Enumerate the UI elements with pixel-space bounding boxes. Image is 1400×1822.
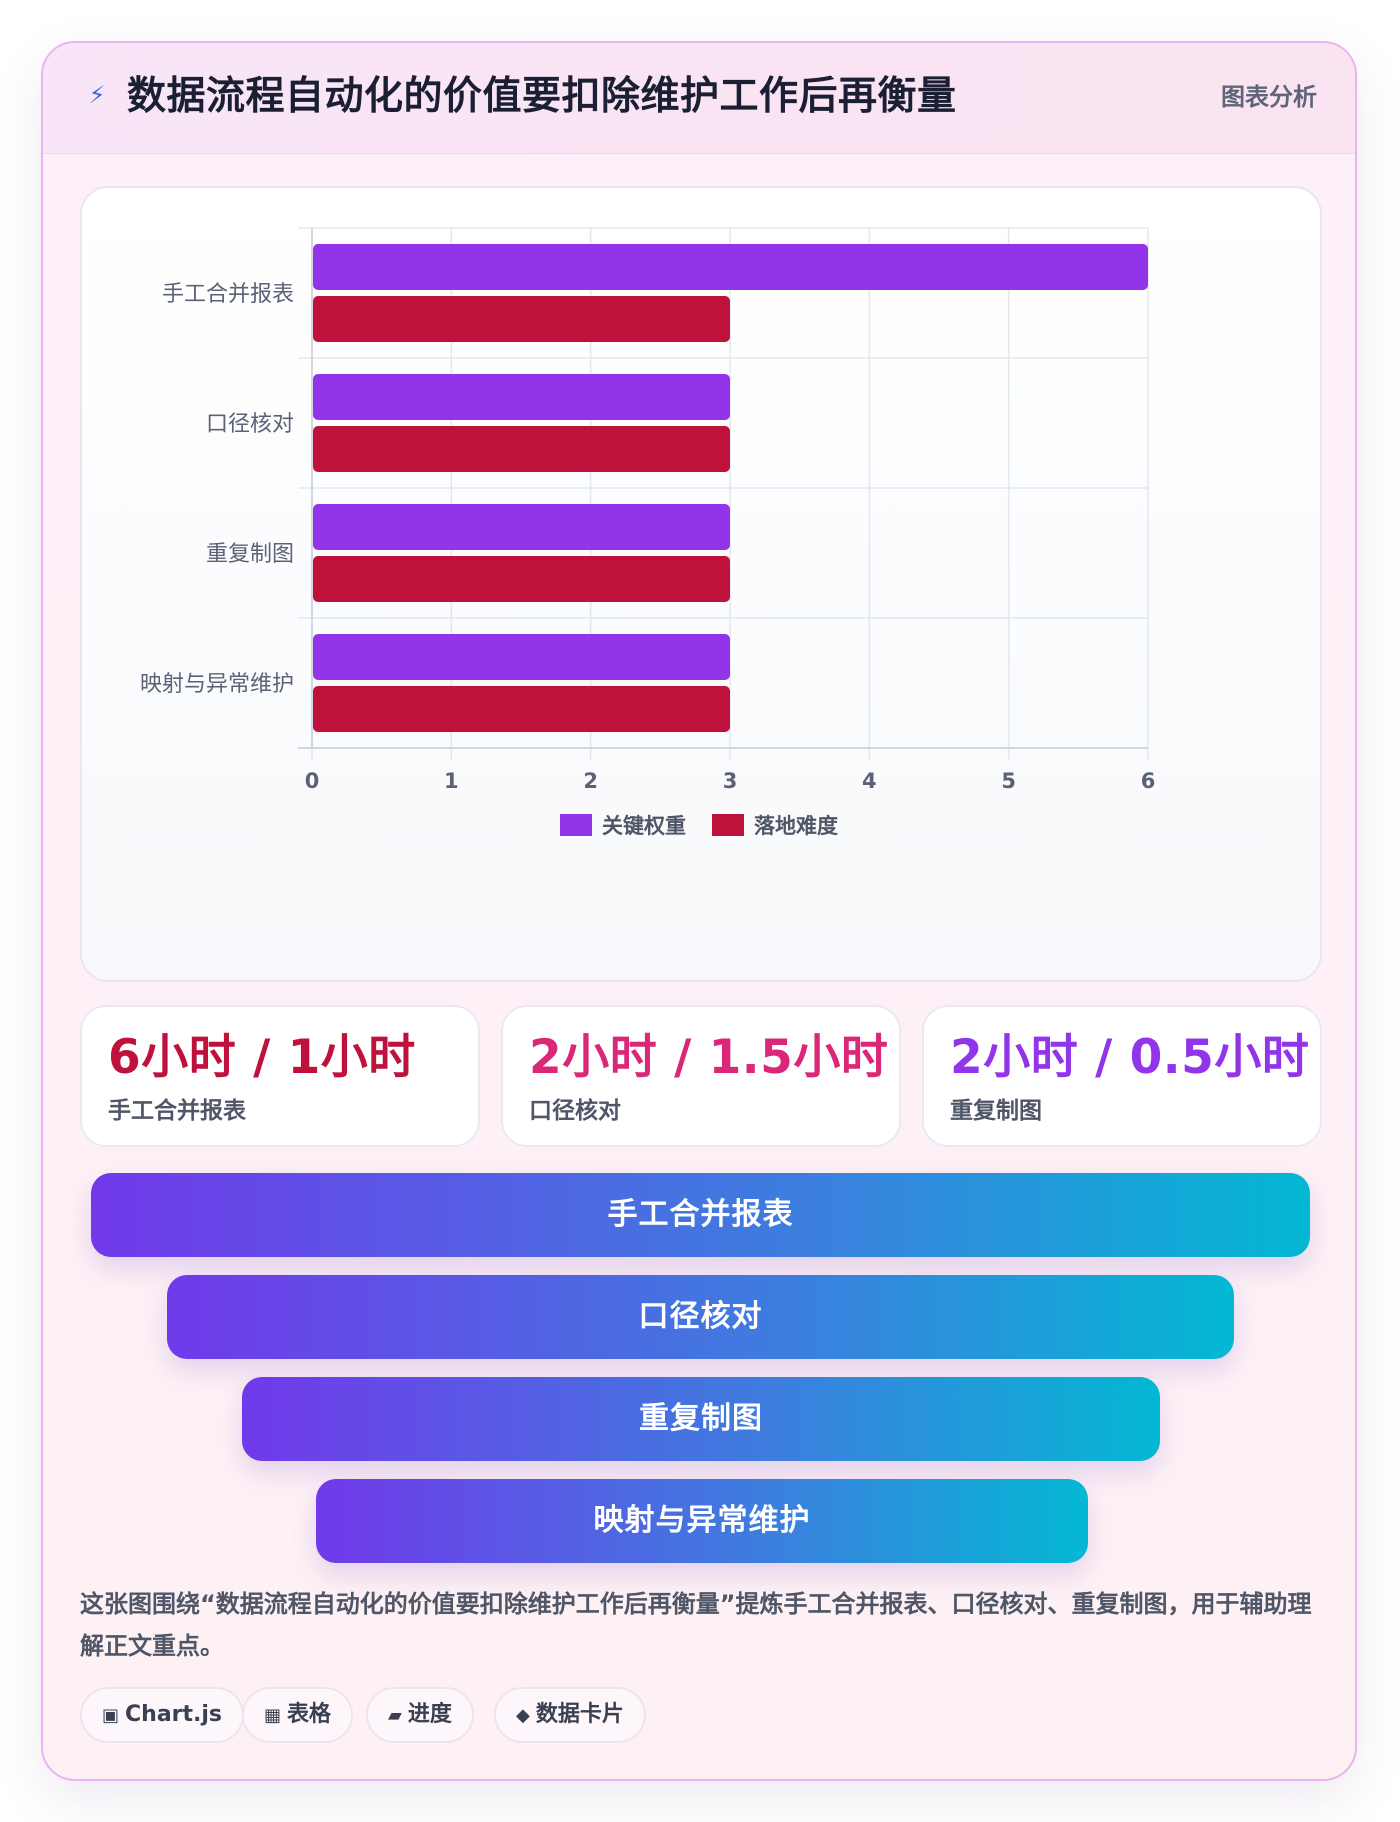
tag-progress[interactable]: ▰ 进度: [366, 1687, 474, 1743]
lightning-icon: ⚡: [88, 81, 106, 109]
x-tick-label: 3: [723, 769, 738, 793]
funnel-step-3: 重复制图: [242, 1377, 1160, 1461]
stat-card-2: 2小时 / 1.5小时 口径核对: [501, 1005, 901, 1147]
y-tick-label: 重复制图: [206, 542, 294, 567]
legend-label-1: 关键权重: [602, 814, 686, 838]
x-tick-label: 2: [583, 769, 598, 793]
legend-swatch-1: [560, 814, 592, 836]
table-icon: ▦: [264, 1705, 282, 1726]
stat-card-1: 6小时 / 1小时 手工合并报表: [80, 1005, 480, 1147]
stat-value: 6小时 / 1小时: [108, 1030, 416, 1085]
stat-label: 口径核对: [529, 1098, 621, 1124]
tag-chartjs[interactable]: ▣ Chart.js: [80, 1687, 245, 1743]
x-tick-label: 0: [305, 769, 320, 793]
bar-2-4: [313, 686, 730, 732]
tag-label: 表格: [287, 1702, 332, 1727]
x-tick-label: 1: [444, 769, 459, 793]
tag-table[interactable]: ▦ 表格: [242, 1687, 354, 1743]
stat-label: 手工合并报表: [108, 1098, 246, 1124]
y-tick-label: 手工合并报表: [162, 282, 294, 307]
page-title: 数据流程自动化的价值要扣除维护工作后再衡量: [127, 74, 957, 119]
progress-icon: ▰: [388, 1705, 402, 1726]
bar-1-1: [313, 244, 1148, 290]
chart-analysis-badge: 图表分析: [1221, 83, 1317, 111]
tag-label: 数据卡片: [535, 1702, 624, 1727]
legend-label-2: 落地难度: [754, 814, 838, 838]
stat-value: 2小时 / 0.5小时: [950, 1030, 1310, 1085]
bar-chart-panel: 手工合并报表口径核对重复制图映射与异常维护 0 1 2 3 4 5 6 关键权重 落地难度: [80, 186, 1322, 982]
tag-label: 进度: [407, 1702, 452, 1727]
funnel-step-2: 口径核对: [167, 1275, 1234, 1359]
chip-icon: ▣: [102, 1705, 120, 1726]
card-header: ⚡ 数据流程自动化的价值要扣除维护工作后再衡量 图表分析: [43, 43, 1355, 154]
bar-2-1: [313, 296, 730, 342]
diamond-icon: ◆: [516, 1705, 530, 1726]
tag-data-card[interactable]: ◆ 数据卡片: [494, 1687, 646, 1743]
funnel-step-1: 手工合并报表: [91, 1173, 1310, 1257]
bar-1-2: [313, 374, 730, 420]
bar-1-4: [313, 634, 730, 680]
stat-card-3: 2小时 / 0.5小时 重复制图: [922, 1005, 1322, 1147]
bar-1-3: [313, 504, 730, 550]
legend-swatch-2: [712, 814, 744, 836]
tag-label: Chart.js: [125, 1702, 223, 1727]
chart-card: ⚡ 数据流程自动化的价值要扣除维护工作后再衡量 图表分析 手工合并报表 口径核对重…: [41, 41, 1357, 1781]
stat-value: 2小时 / 1.5小时: [529, 1030, 889, 1085]
funnel-step-4: 映射与异常维护: [316, 1479, 1088, 1563]
y-tick-label: 映射与异常维护: [140, 672, 294, 697]
bar-2-2: [313, 426, 730, 472]
stat-label: 重复制图: [950, 1098, 1042, 1124]
x-tick-label: 6: [1141, 769, 1156, 793]
x-tick-label: 5: [1001, 769, 1016, 793]
x-tick-label: 4: [862, 769, 877, 793]
chart-description: 这张图围绕“数据流程自动化的价值要扣除维护工作后再衡量”提炼手工合并报表、口径核…: [80, 1590, 1312, 1660]
y-tick-label: 口径核对: [206, 412, 294, 437]
stat-cards: 6小时 / 1小时 手工合并报表 2小时 / 1.5小时 口径核对 2小时 / …: [80, 1005, 1322, 1147]
bar-2-3: [313, 556, 730, 602]
